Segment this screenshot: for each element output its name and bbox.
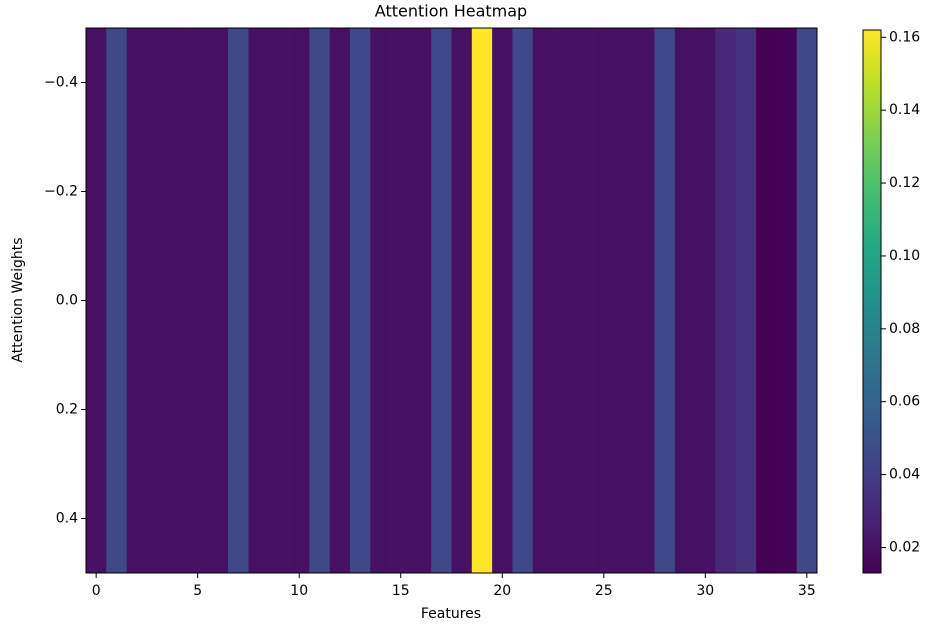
- y-tick-label: −0.4: [44, 75, 78, 91]
- colorbar-tick-label: 0.14: [889, 102, 920, 118]
- heatmap-cell: [512, 28, 534, 573]
- heatmap-cell: [573, 28, 594, 573]
- heatmap-cell: [674, 28, 696, 573]
- heatmap-cell: [431, 28, 452, 573]
- heatmap-cell: [796, 28, 818, 573]
- heatmap-cell: [613, 28, 635, 573]
- heatmap-cell: [756, 28, 777, 573]
- heatmap-cell: [634, 28, 655, 573]
- y-axis-label: Attention Weights: [10, 237, 26, 362]
- colorbar-tick-label: 0.10: [889, 248, 920, 264]
- heatmap-cell: [410, 28, 432, 573]
- heatmap-cell: [146, 28, 168, 573]
- x-axis-label: Features: [421, 606, 481, 622]
- heatmap-cell: [187, 28, 209, 573]
- heatmap-cell: [86, 28, 107, 573]
- y-tick-label: −0.2: [44, 184, 78, 200]
- colorbar-tick-label: 0.08: [889, 321, 920, 337]
- heatmap-cell: [207, 28, 229, 573]
- colorbar-tick-label: 0.16: [889, 29, 920, 45]
- heatmap-cell: [695, 28, 716, 573]
- heatmap-cell: [654, 28, 676, 573]
- heatmap-cell: [349, 28, 371, 573]
- heatmap-cell: [532, 28, 554, 573]
- heatmap-cell: [268, 28, 290, 573]
- x-tick-label: 35: [798, 583, 816, 599]
- heatmap-cell: [167, 28, 188, 573]
- heatmap-cell: [126, 28, 148, 573]
- colorbar-tick-label: 0.12: [889, 175, 920, 191]
- heatmap-cell: [228, 28, 249, 573]
- x-tick-label: 30: [696, 583, 714, 599]
- heatmap-cell: [776, 28, 797, 573]
- heatmap-cell: [106, 28, 127, 573]
- heatmap-cell: [309, 28, 330, 573]
- y-tick-label: 0.0: [56, 293, 78, 309]
- heatmap-cell: [735, 28, 757, 573]
- x-tick-label: 10: [290, 583, 308, 599]
- colorbar-tick-label: 0.02: [889, 539, 920, 555]
- x-tick-label: 15: [392, 583, 410, 599]
- y-tick-label: 0.4: [56, 511, 78, 527]
- heatmap-cell: [390, 28, 412, 573]
- heatmap-cell: [492, 28, 513, 573]
- colorbar-tick-label: 0.06: [889, 394, 920, 410]
- heatmap-cell: [593, 28, 615, 573]
- x-tick-label: 25: [595, 583, 613, 599]
- heatmap-cell: [553, 28, 574, 573]
- heatmap-cell: [329, 28, 351, 573]
- colorbar-tick-label: 0.04: [889, 467, 920, 483]
- heatmap-cell: [715, 28, 737, 573]
- colorbar: [862, 29, 882, 574]
- heatmap-cell: [289, 28, 310, 573]
- heatmap-cell: [248, 28, 270, 573]
- x-tick-label: 20: [493, 583, 511, 599]
- heatmap-cell: [370, 28, 391, 573]
- chart-title: Attention Heatmap: [375, 2, 527, 21]
- heatmap-cell: [451, 28, 473, 573]
- x-tick-label: 5: [193, 583, 202, 599]
- heatmap-cell: [471, 28, 493, 573]
- y-tick-label: 0.2: [56, 402, 78, 418]
- x-tick-label: 0: [92, 583, 101, 599]
